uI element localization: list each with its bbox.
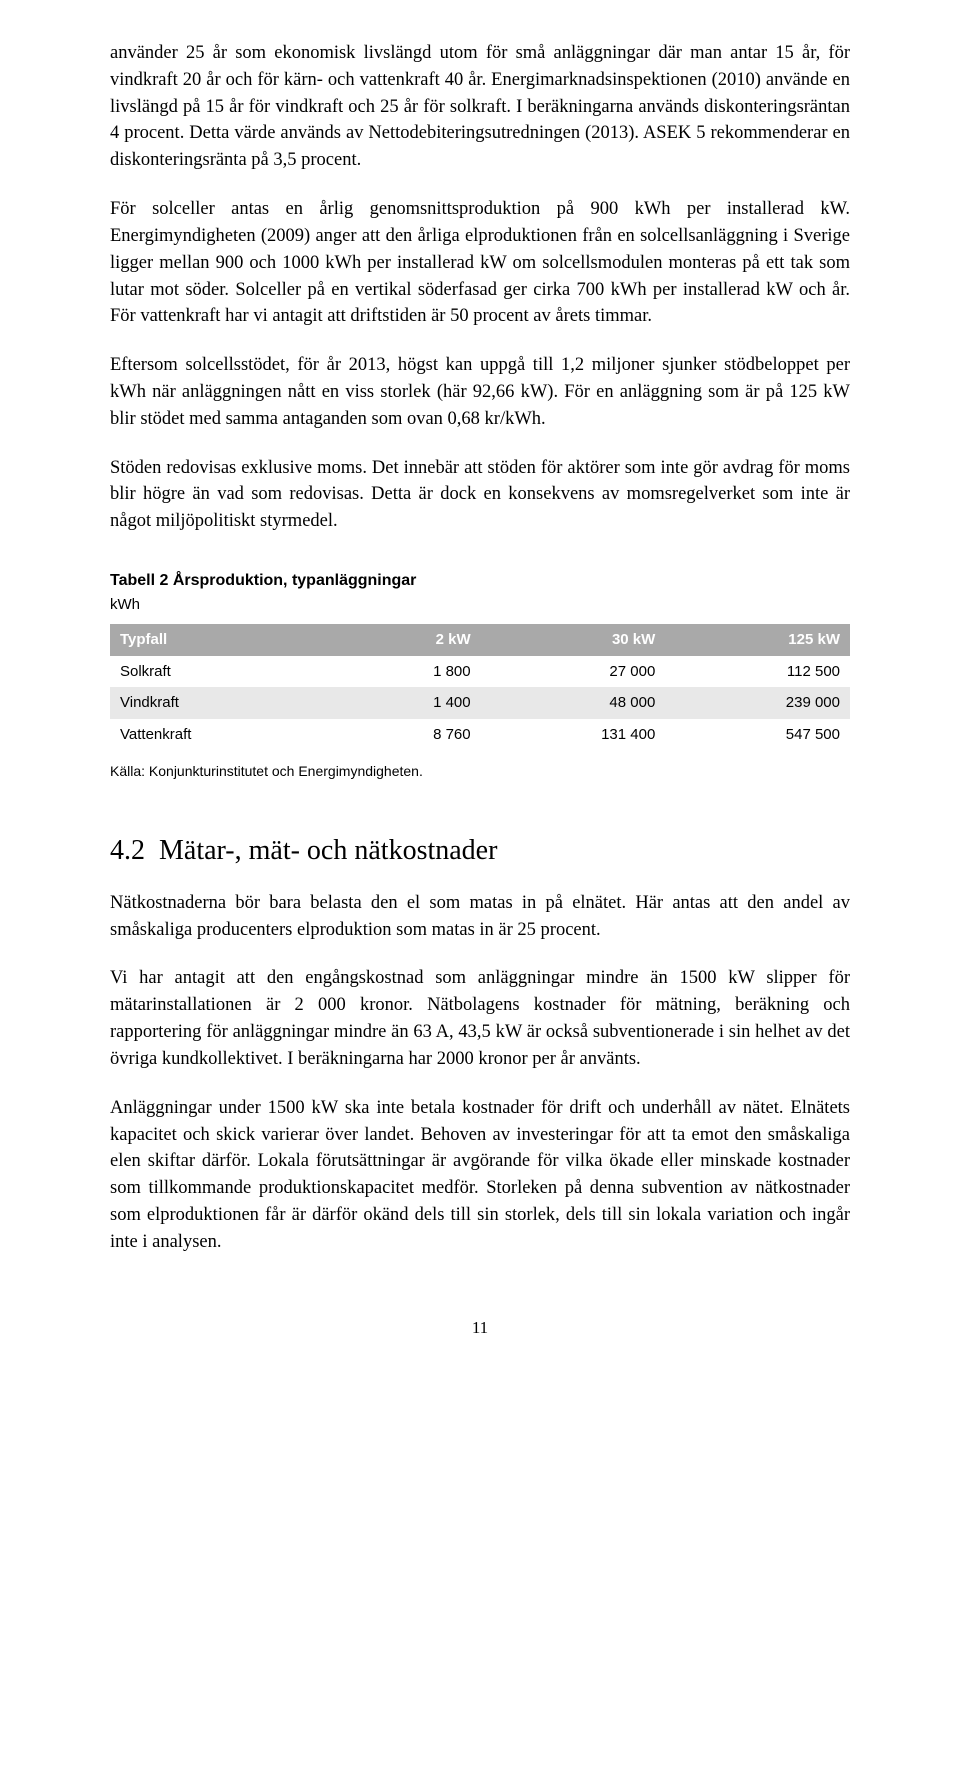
table-header-cell: Typfall	[110, 624, 337, 656]
page-number: 11	[110, 1316, 850, 1341]
body-paragraph: Anläggningar under 1500 kW ska inte beta…	[110, 1095, 850, 1256]
table-header-cell: 125 kW	[665, 624, 850, 656]
table-cell: 1 800	[337, 656, 480, 688]
table-cell: 131 400	[481, 719, 666, 751]
table-cell: 48 000	[481, 687, 666, 719]
table-cell: 1 400	[337, 687, 480, 719]
production-table: Typfall 2 kW 30 kW 125 kW Solkraft 1 800…	[110, 624, 850, 751]
section-heading: 4.2 Mätar-, mät- och nätkostnader	[110, 831, 850, 872]
table-row: Vattenkraft 8 760 131 400 547 500	[110, 719, 850, 751]
table-title: Tabell 2 Årsproduktion, typanläggningar	[110, 569, 850, 592]
table-header-row: Typfall 2 kW 30 kW 125 kW	[110, 624, 850, 656]
section-number: 4.2	[110, 835, 145, 866]
body-paragraph: Eftersom solcellsstödet, för år 2013, hö…	[110, 352, 850, 432]
table-cell: 239 000	[665, 687, 850, 719]
table-cell: 27 000	[481, 656, 666, 688]
body-paragraph: Nätkostnaderna bör bara belasta den el s…	[110, 890, 850, 944]
body-paragraph: Vi har antagit att den engångskostnad so…	[110, 965, 850, 1072]
table-header-cell: 30 kW	[481, 624, 666, 656]
table-cell: Solkraft	[110, 656, 337, 688]
table-cell: 547 500	[665, 719, 850, 751]
table-source: Källa: Konjunkturinstitutet och Energimy…	[110, 761, 850, 781]
body-paragraph: För solceller antas en årlig genomsnitts…	[110, 196, 850, 330]
table-cell: 8 760	[337, 719, 480, 751]
section-title: Mätar-, mät- och nätkostnader	[159, 835, 497, 866]
table-row: Solkraft 1 800 27 000 112 500	[110, 656, 850, 688]
table-row: Vindkraft 1 400 48 000 239 000	[110, 687, 850, 719]
table-header-cell: 2 kW	[337, 624, 480, 656]
table-cell: 112 500	[665, 656, 850, 688]
body-paragraph: Stöden redovisas exklusive moms. Det inn…	[110, 455, 850, 535]
table-unit: kWh	[110, 594, 850, 616]
table-cell: Vattenkraft	[110, 719, 337, 751]
body-paragraph: använder 25 år som ekonomisk livslängd u…	[110, 40, 850, 174]
table-cell: Vindkraft	[110, 687, 337, 719]
